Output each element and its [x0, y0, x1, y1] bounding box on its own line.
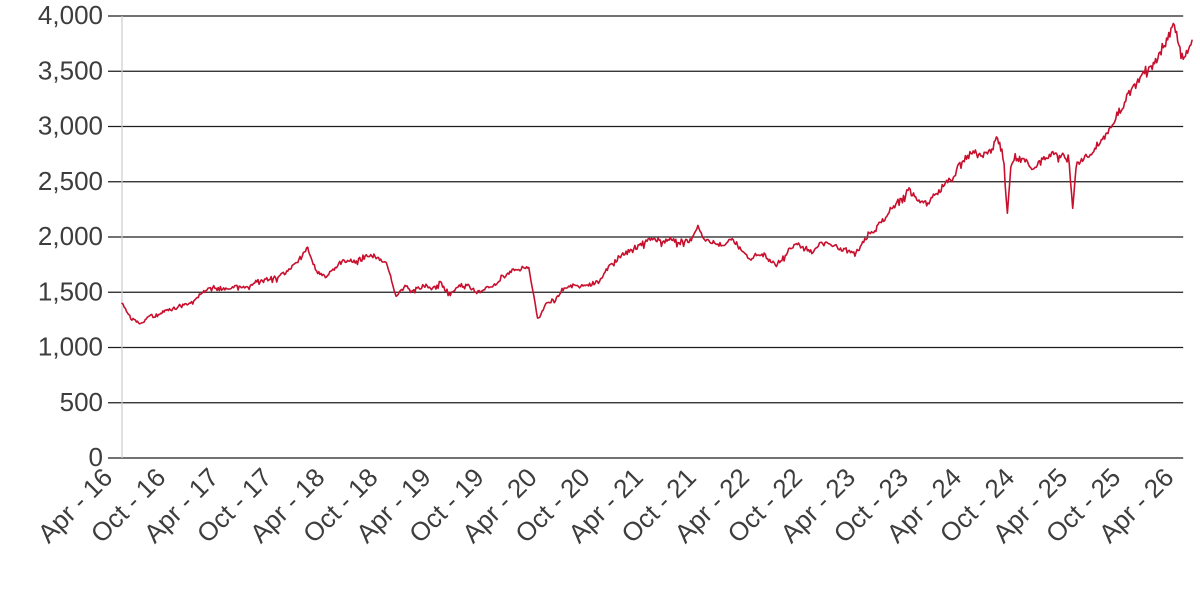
y-tick-label: 3,000 — [38, 111, 103, 141]
y-tick-label: 1,500 — [38, 276, 103, 306]
y-tick-label: 1,000 — [38, 332, 103, 362]
y-tick-label: 0 — [89, 442, 103, 472]
y-grid — [108, 15, 1184, 459]
y-tick-label: 2,500 — [38, 166, 103, 196]
y-tick-label: 500 — [60, 387, 103, 417]
y-tick-label: 4,000 — [38, 0, 103, 30]
y-tick-label: 2,000 — [38, 221, 103, 251]
y-axis-labels: 0 500 1,000 1,500 2,000 2,500 3,000 3,500 4,000 — [38, 0, 103, 472]
y-tick-label: 3,500 — [38, 55, 103, 85]
price-line — [121, 22, 1193, 325]
